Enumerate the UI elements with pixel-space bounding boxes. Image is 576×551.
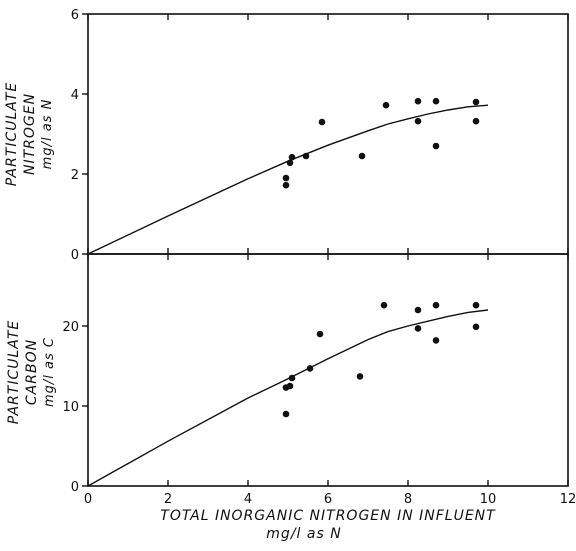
- y-tick-label: 0: [71, 480, 79, 495]
- y-axis-label-line: PARTICULATE: [6, 320, 22, 425]
- data-point: [432, 142, 440, 150]
- data-point: [414, 325, 422, 332]
- fit-curve: [87, 104, 489, 255]
- y-axis-label-line: PARTICULATE: [4, 82, 20, 187]
- y-tick-label: 6: [71, 8, 79, 23]
- x-axis-label: TOTAL INORGANIC NITROGEN IN INFLUENT: [160, 508, 496, 524]
- data-point: [432, 337, 440, 344]
- x-tick-label: 8: [404, 492, 412, 507]
- data-point: [432, 301, 440, 309]
- data-point: [382, 101, 390, 109]
- y-tick-label: 20: [62, 320, 79, 335]
- data-point: [414, 306, 422, 314]
- x-tick-label: 0: [84, 492, 92, 507]
- plot-frame: [87, 13, 569, 255]
- data-point: [286, 382, 294, 390]
- data-point: [282, 174, 290, 182]
- x-tick-label: 2: [164, 492, 172, 507]
- data-point: [282, 181, 290, 189]
- fit-curve: [87, 309, 489, 487]
- data-point: [472, 323, 480, 331]
- data-point: [414, 117, 422, 125]
- data-point: [380, 301, 388, 309]
- data-point: [472, 117, 480, 125]
- x-tick-label: 6: [324, 492, 332, 507]
- data-point: [472, 301, 480, 309]
- data-point: [472, 98, 480, 106]
- data-point: [432, 97, 440, 105]
- data-point: [356, 373, 364, 380]
- y-axis-label-line: CARBON: [24, 339, 40, 405]
- data-point: [316, 330, 324, 338]
- data-point: [282, 410, 290, 418]
- y-axis-label-line: mg/l as N: [40, 99, 55, 170]
- y-tick-label: 4: [71, 88, 79, 103]
- y-tick-label: 10: [62, 400, 79, 415]
- y-tick-label: 0: [71, 248, 79, 263]
- data-point: [318, 118, 326, 126]
- plot-frame: [87, 253, 569, 487]
- x-tick-label: 4: [244, 492, 252, 507]
- x-tick-label: 12: [560, 492, 576, 507]
- x-axis-label-units: mg/l as N: [266, 526, 341, 542]
- x-tick-label: 10: [480, 492, 497, 507]
- y-axis-label-line: NITROGEN: [22, 93, 38, 175]
- y-tick-label: 2: [71, 168, 79, 183]
- data-point: [414, 97, 422, 105]
- y-axis-label-line: mg/l as C: [42, 337, 57, 407]
- data-point: [358, 152, 366, 160]
